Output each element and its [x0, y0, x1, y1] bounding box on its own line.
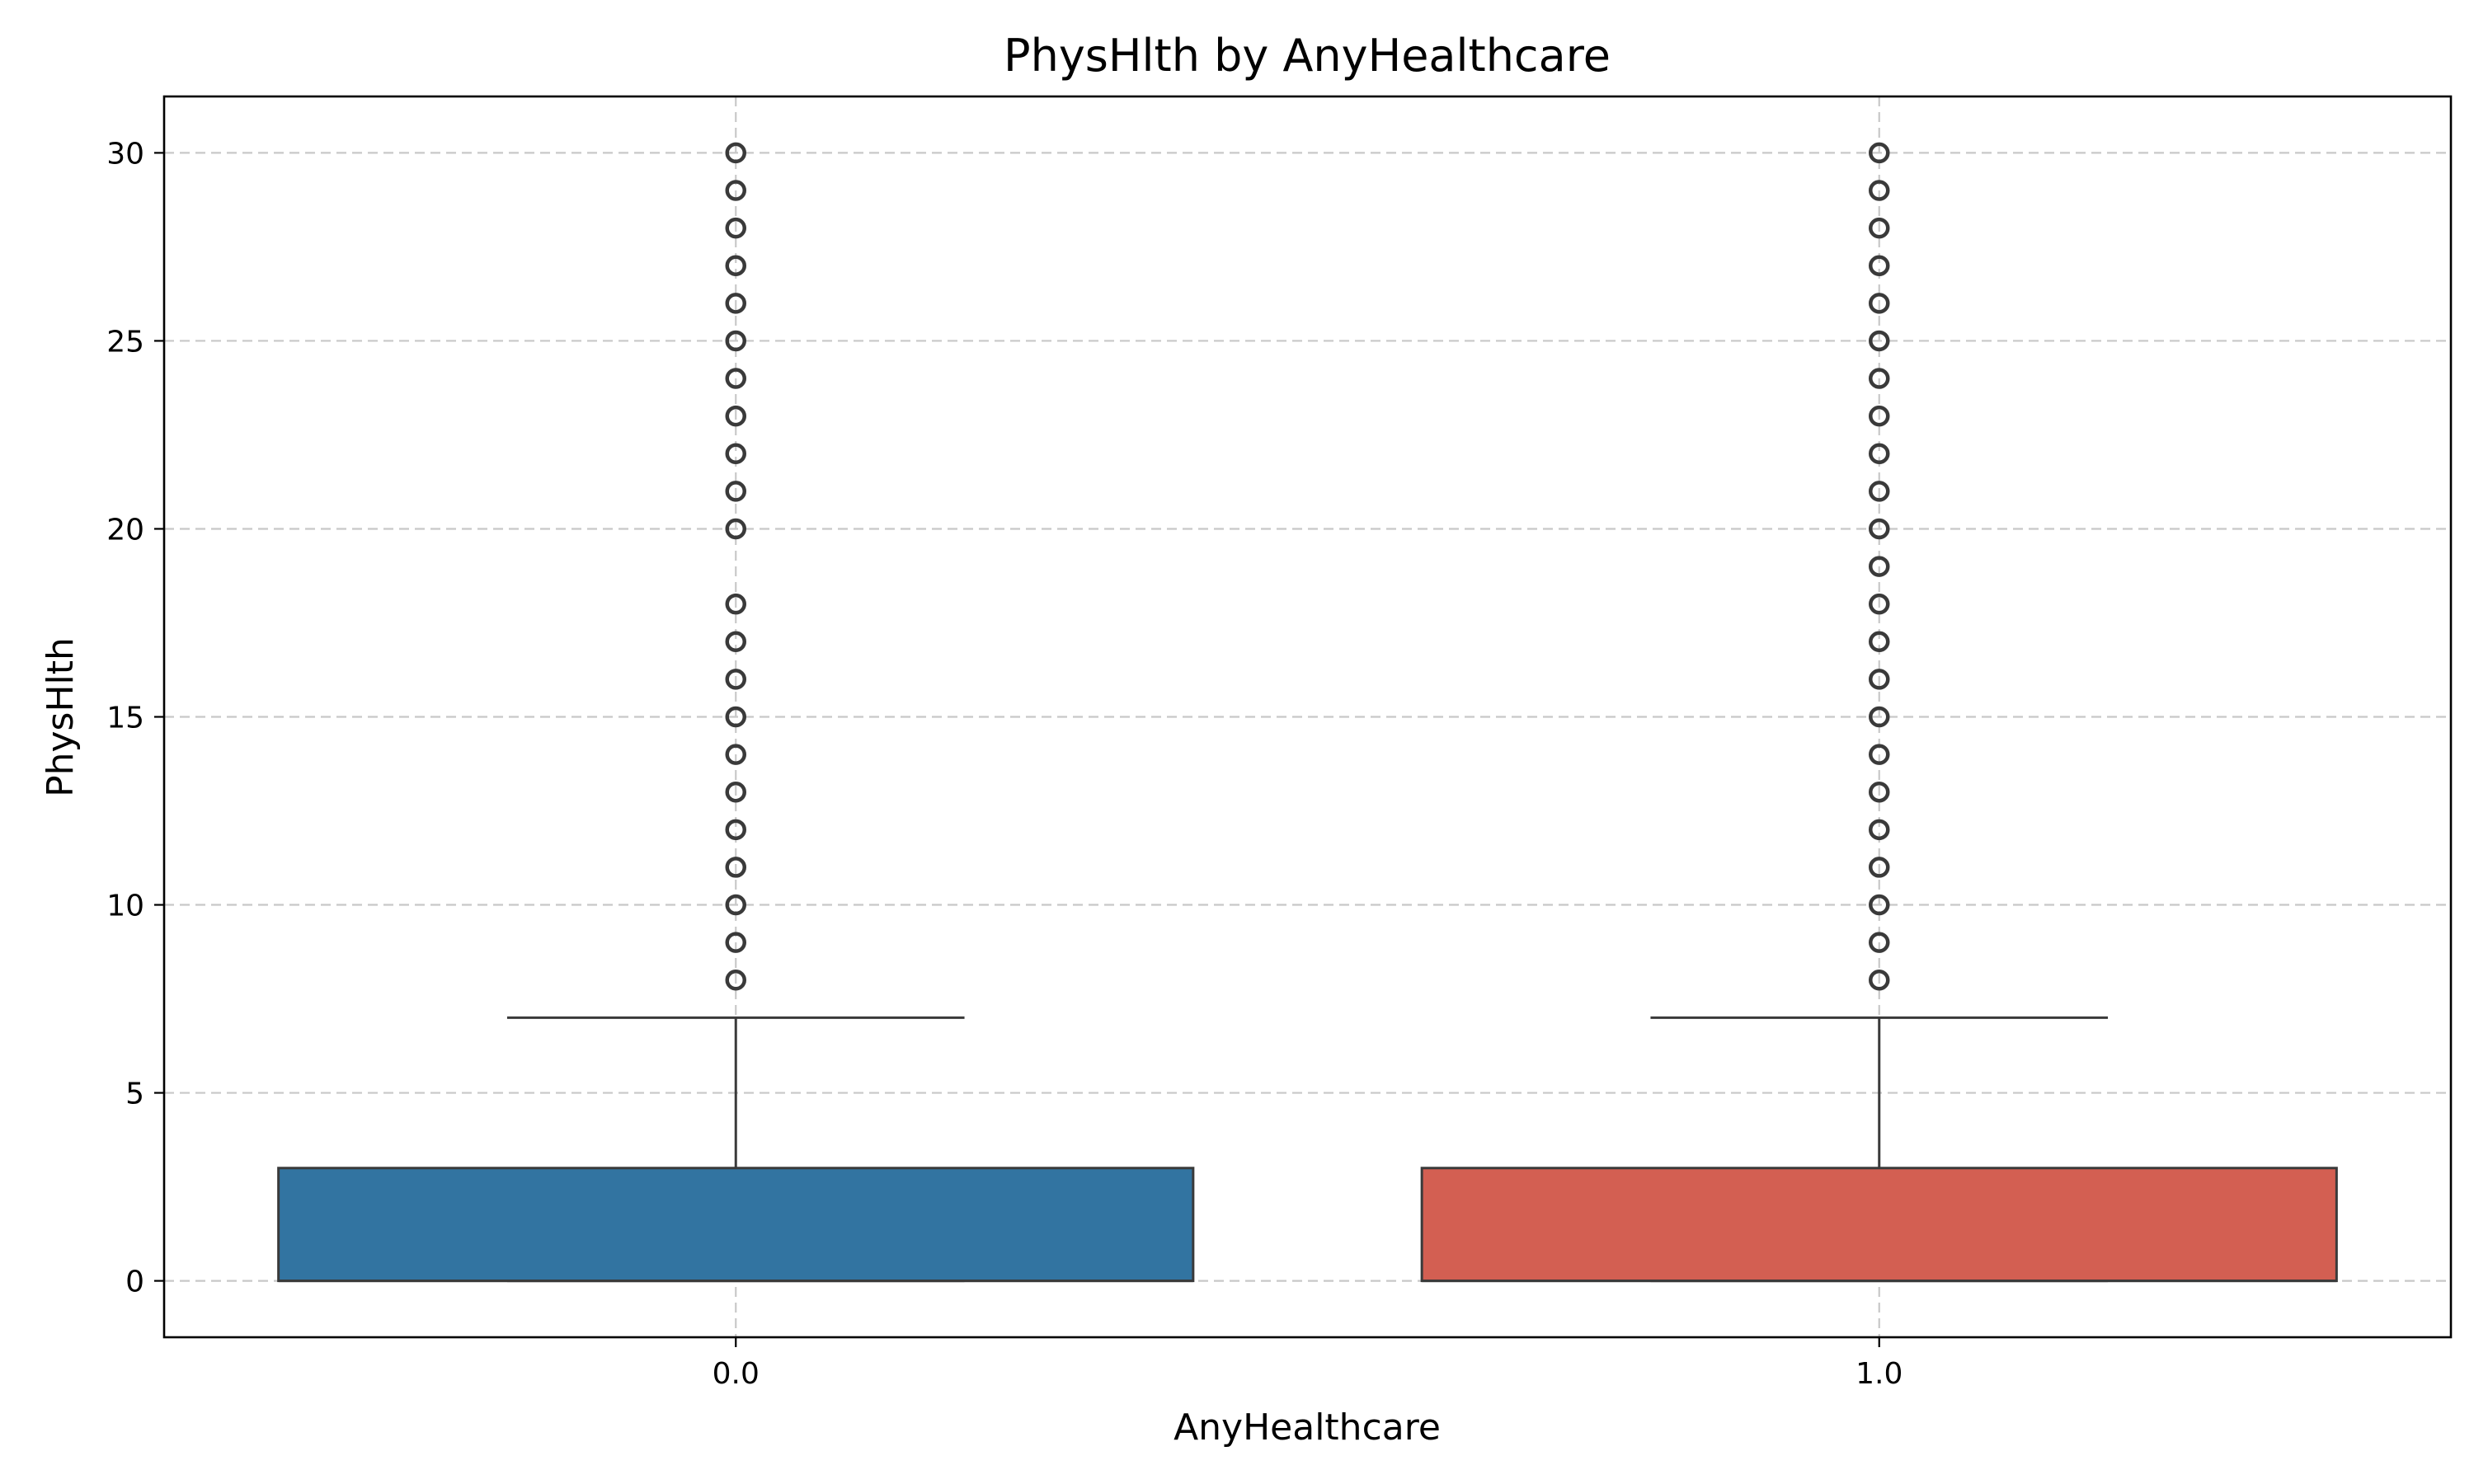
outlier-point [725, 293, 746, 314]
outlier-point [725, 781, 746, 803]
outlier-point [1869, 819, 1890, 841]
outlier-point [1869, 669, 1890, 690]
outlier-point [1869, 405, 1890, 427]
outlier-point [725, 593, 746, 615]
outlier-point [725, 932, 746, 953]
outlier-point [725, 180, 746, 201]
outlier-point [725, 894, 746, 916]
outlier-point [1869, 932, 1890, 953]
outlier-point [725, 706, 746, 728]
y-tick-label: 30 [106, 137, 144, 171]
outlier-point [1869, 368, 1890, 389]
y-tick-label: 20 [106, 513, 144, 547]
box-layer [277, 1016, 2338, 1283]
y-tick-label: 15 [106, 702, 144, 735]
y-axis-title: PhysHlth [40, 637, 82, 797]
outlier-point [1869, 744, 1890, 765]
outlier-point [1869, 142, 1890, 164]
outlier-point [1869, 706, 1890, 728]
y-tick-label: 0 [125, 1266, 144, 1299]
outlier-point [1869, 894, 1890, 916]
outlier-point [725, 744, 746, 765]
outlier-point [1869, 593, 1890, 615]
x-axis-title: AnyHealthcare [1174, 1407, 1441, 1449]
outlier-point [1869, 781, 1890, 803]
outlier-point [1869, 293, 1890, 314]
chart-title: PhysHlth by AnyHealthcare [1004, 30, 1611, 82]
outlier-point [1869, 180, 1890, 201]
grid-layer [164, 96, 2451, 1337]
outlier-point [725, 819, 746, 841]
box-group-0.0 [277, 1016, 1195, 1283]
y-tick-label: 10 [106, 890, 144, 923]
outlier-point [725, 631, 746, 653]
outlier-point [725, 669, 746, 690]
y-tick-label: 5 [125, 1078, 144, 1111]
outlier-point [1869, 857, 1890, 878]
box-iqr [277, 1167, 1195, 1283]
box-group-1.0 [1420, 1016, 2338, 1283]
tick-layer: 0 5 10 15 20 25 30 0.0 1.0 [106, 137, 1903, 1391]
outlier-point [1869, 255, 1890, 276]
outlier-point [725, 330, 746, 352]
outlier-point [1869, 217, 1890, 239]
outlier-point [725, 217, 746, 239]
outlier-point [1869, 631, 1890, 653]
outlier-point [725, 368, 746, 389]
outlier-point [725, 405, 746, 427]
outlier-point [725, 443, 746, 465]
outlier-point [1869, 518, 1890, 540]
outlier-point [725, 518, 746, 540]
outlier-point [725, 481, 746, 502]
outlier-point [725, 857, 746, 878]
x-tick-label: 1.0 [1856, 1357, 1903, 1391]
outlier-point [725, 142, 746, 164]
outlier-point [1869, 556, 1890, 577]
outlier-point [1869, 330, 1890, 352]
x-tick-label: 0.0 [713, 1357, 760, 1391]
outlier-point [1869, 443, 1890, 465]
outlier-point [1869, 481, 1890, 502]
outlier-point [725, 969, 746, 991]
outlier-point [725, 255, 746, 276]
y-tick-label: 25 [106, 325, 144, 359]
outlier-point [1869, 969, 1890, 991]
box-iqr [1420, 1167, 2338, 1283]
outlier-layer [725, 142, 1890, 991]
